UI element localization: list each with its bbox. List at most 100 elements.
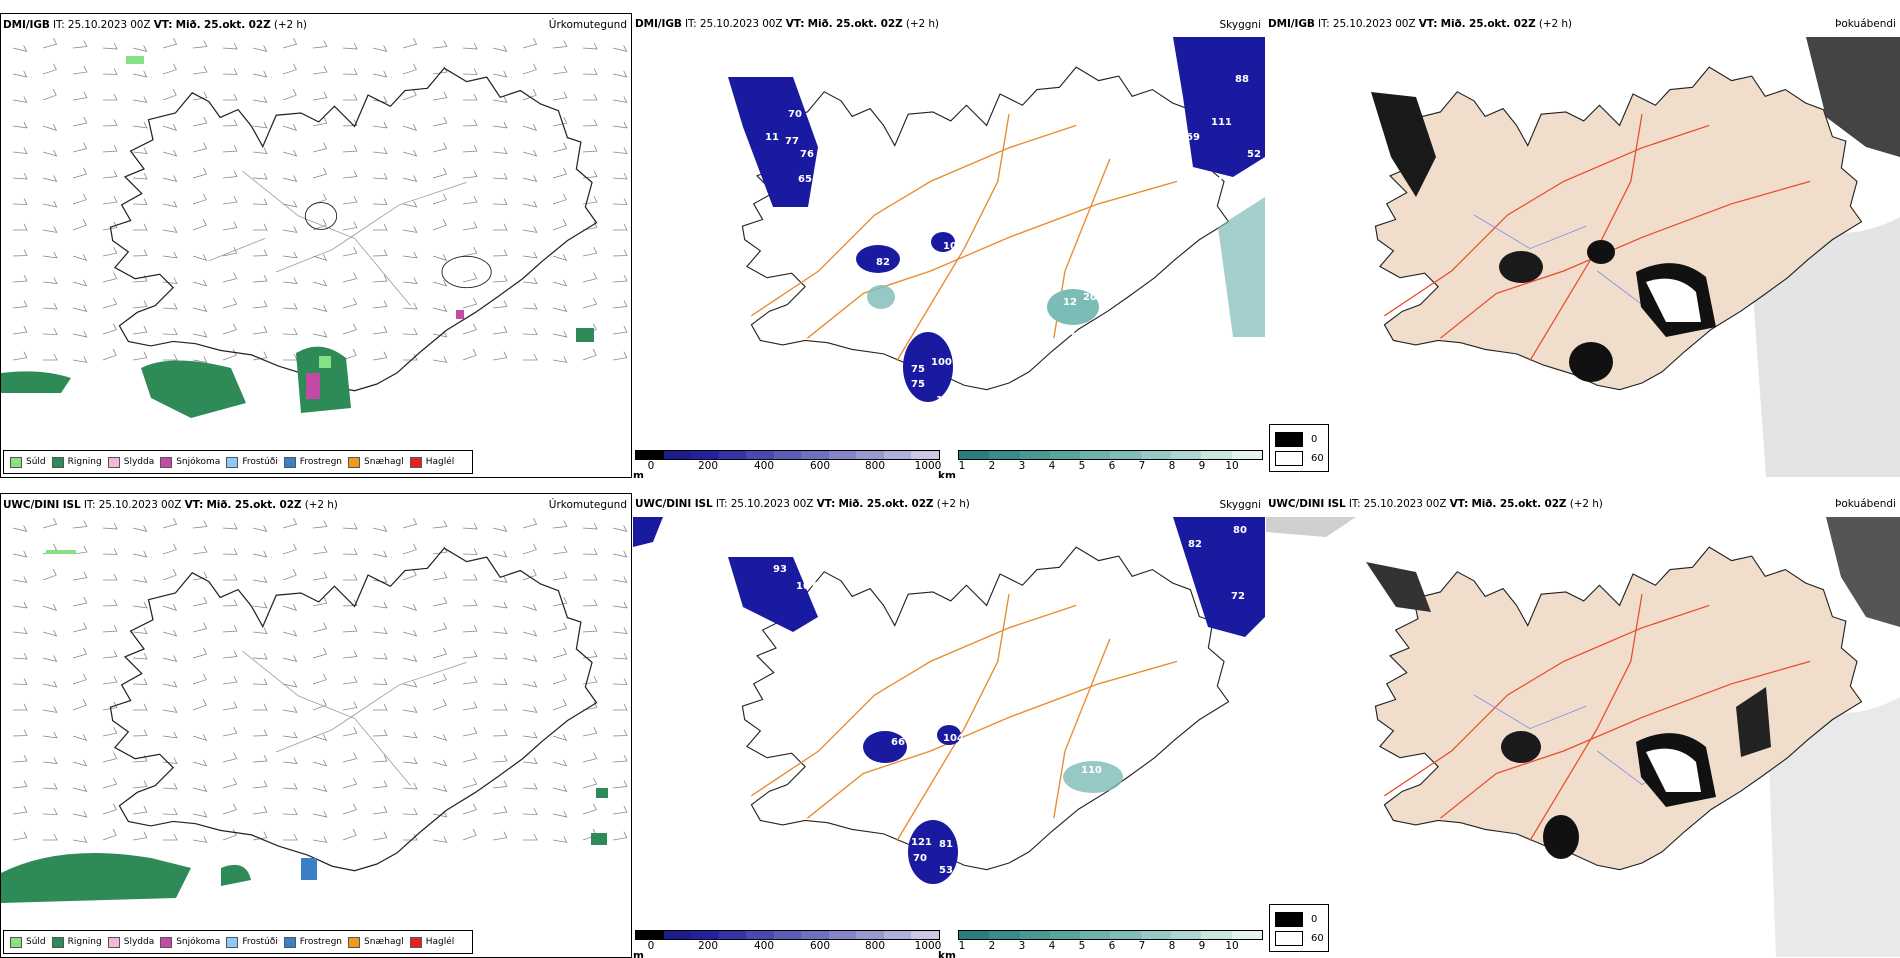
svg-text:110: 110 [1081,765,1102,776]
wind-barb [492,147,508,154]
legend-item: Súld [10,936,46,948]
wind-barb [312,219,327,231]
legend-item: Súld [10,456,46,468]
wind-barb [612,70,628,78]
legend-swatch [283,936,296,948]
wind-barb [402,604,418,611]
wind-barb [522,124,538,131]
wind-barb [252,652,268,660]
wind-barb [102,726,118,737]
wind-barb [372,754,388,763]
wind-barb [372,550,388,558]
wind-barb [192,305,208,312]
wind-barb [462,675,478,685]
wind-barb [222,777,238,789]
wind-barb [102,752,118,763]
svg-text:65: 65 [798,174,812,185]
panel-header: UWC/DINI ISL IT: 25.10.2023 00Z VT: Mið.… [3,499,338,511]
wind-barb [492,601,508,609]
panel-header: DMI/IGB IT: 25.10.2023 00Z VT: Mið. 25.o… [3,19,307,31]
wind-barb [72,167,88,179]
wind-barb [552,673,567,685]
wind-barb [282,757,298,764]
wind-barb [372,300,388,309]
wind-barb [312,699,327,711]
wind-barb [372,147,388,154]
wind-barb [132,678,148,685]
wind-barb [582,170,598,179]
wind-barb [132,45,148,52]
wind-barb [492,198,508,205]
wind-barb [523,833,538,841]
wind-barb [282,569,297,581]
wind-barb [373,703,388,711]
wind-barb [552,356,568,363]
wind-barb [492,351,508,361]
wind-barb [432,193,447,205]
legend-swatch [348,456,361,468]
wind-barb [162,89,177,101]
wind-barb [283,353,298,361]
wind-barb [522,680,538,688]
wind-barb [102,221,118,231]
wind-barb [372,249,388,257]
wind-barb [72,673,87,685]
wind-barb [492,300,508,309]
svg-text:107: 107 [893,239,914,250]
legend-swatch [160,936,173,948]
svg-text:77: 77 [785,136,799,147]
wind-barb [222,246,238,257]
wind-barb [342,752,358,763]
wind-barb [432,40,448,49]
wind-barb [462,599,478,607]
wind-barb [42,757,58,764]
wind-barb [42,680,58,688]
wind-barb [42,175,58,182]
wind-barb [582,650,598,659]
wind-barb [402,124,418,131]
wind-barb [13,223,28,231]
wind-barb [312,647,328,659]
colorbar-bar [958,930,1263,940]
wind-barb [132,70,148,78]
wind-barb [102,144,118,153]
wind-barb [552,142,568,153]
wind-barb [132,652,148,660]
wind-barb [72,699,87,711]
wind-barb [312,810,328,818]
wind-barb [12,678,28,685]
svg-text:75: 75 [911,379,925,390]
wind-barb [552,836,568,843]
wind-barb [342,297,358,309]
wind-barb [612,831,628,841]
wind-barb [342,68,358,75]
wind-barb [612,198,628,205]
wind-barb [492,550,508,558]
wind-barb [493,223,508,231]
wind-barb [522,782,538,790]
wind-barb [462,522,478,530]
wind-barb [252,274,268,283]
wind-barb [372,525,388,532]
wind-barb [42,604,58,611]
wind-barb [552,167,568,179]
wind-barb [102,323,117,335]
visibility-map: 101 102 61 66 104 101 110 121 81 70 53 8… [633,517,1265,884]
wind-barb [162,757,178,764]
wind-barb [222,829,237,841]
panel-header: UWC/DINI ISL IT: 25.10.2023 00Z VT: Mið.… [1268,498,1603,510]
wind-barb [72,91,88,101]
wind-barb [612,300,628,309]
wind-barb [282,38,298,49]
wind-barb [42,629,58,637]
wind-barb [342,726,358,737]
cloud-base-colorbar: m 0 200 400 600 800 1000 [633,450,941,478]
wind-barb [72,520,88,529]
wind-barb [312,305,328,312]
precip-areas [1,56,594,418]
legend-item: Frostúði [226,936,278,948]
wind-barb [192,116,208,127]
svg-text:12: 12 [1063,297,1077,308]
visibility-map: 70 77 76 65 11 107 82 107 12 208 75 100 … [728,37,1265,406]
wind-barb [552,40,568,49]
